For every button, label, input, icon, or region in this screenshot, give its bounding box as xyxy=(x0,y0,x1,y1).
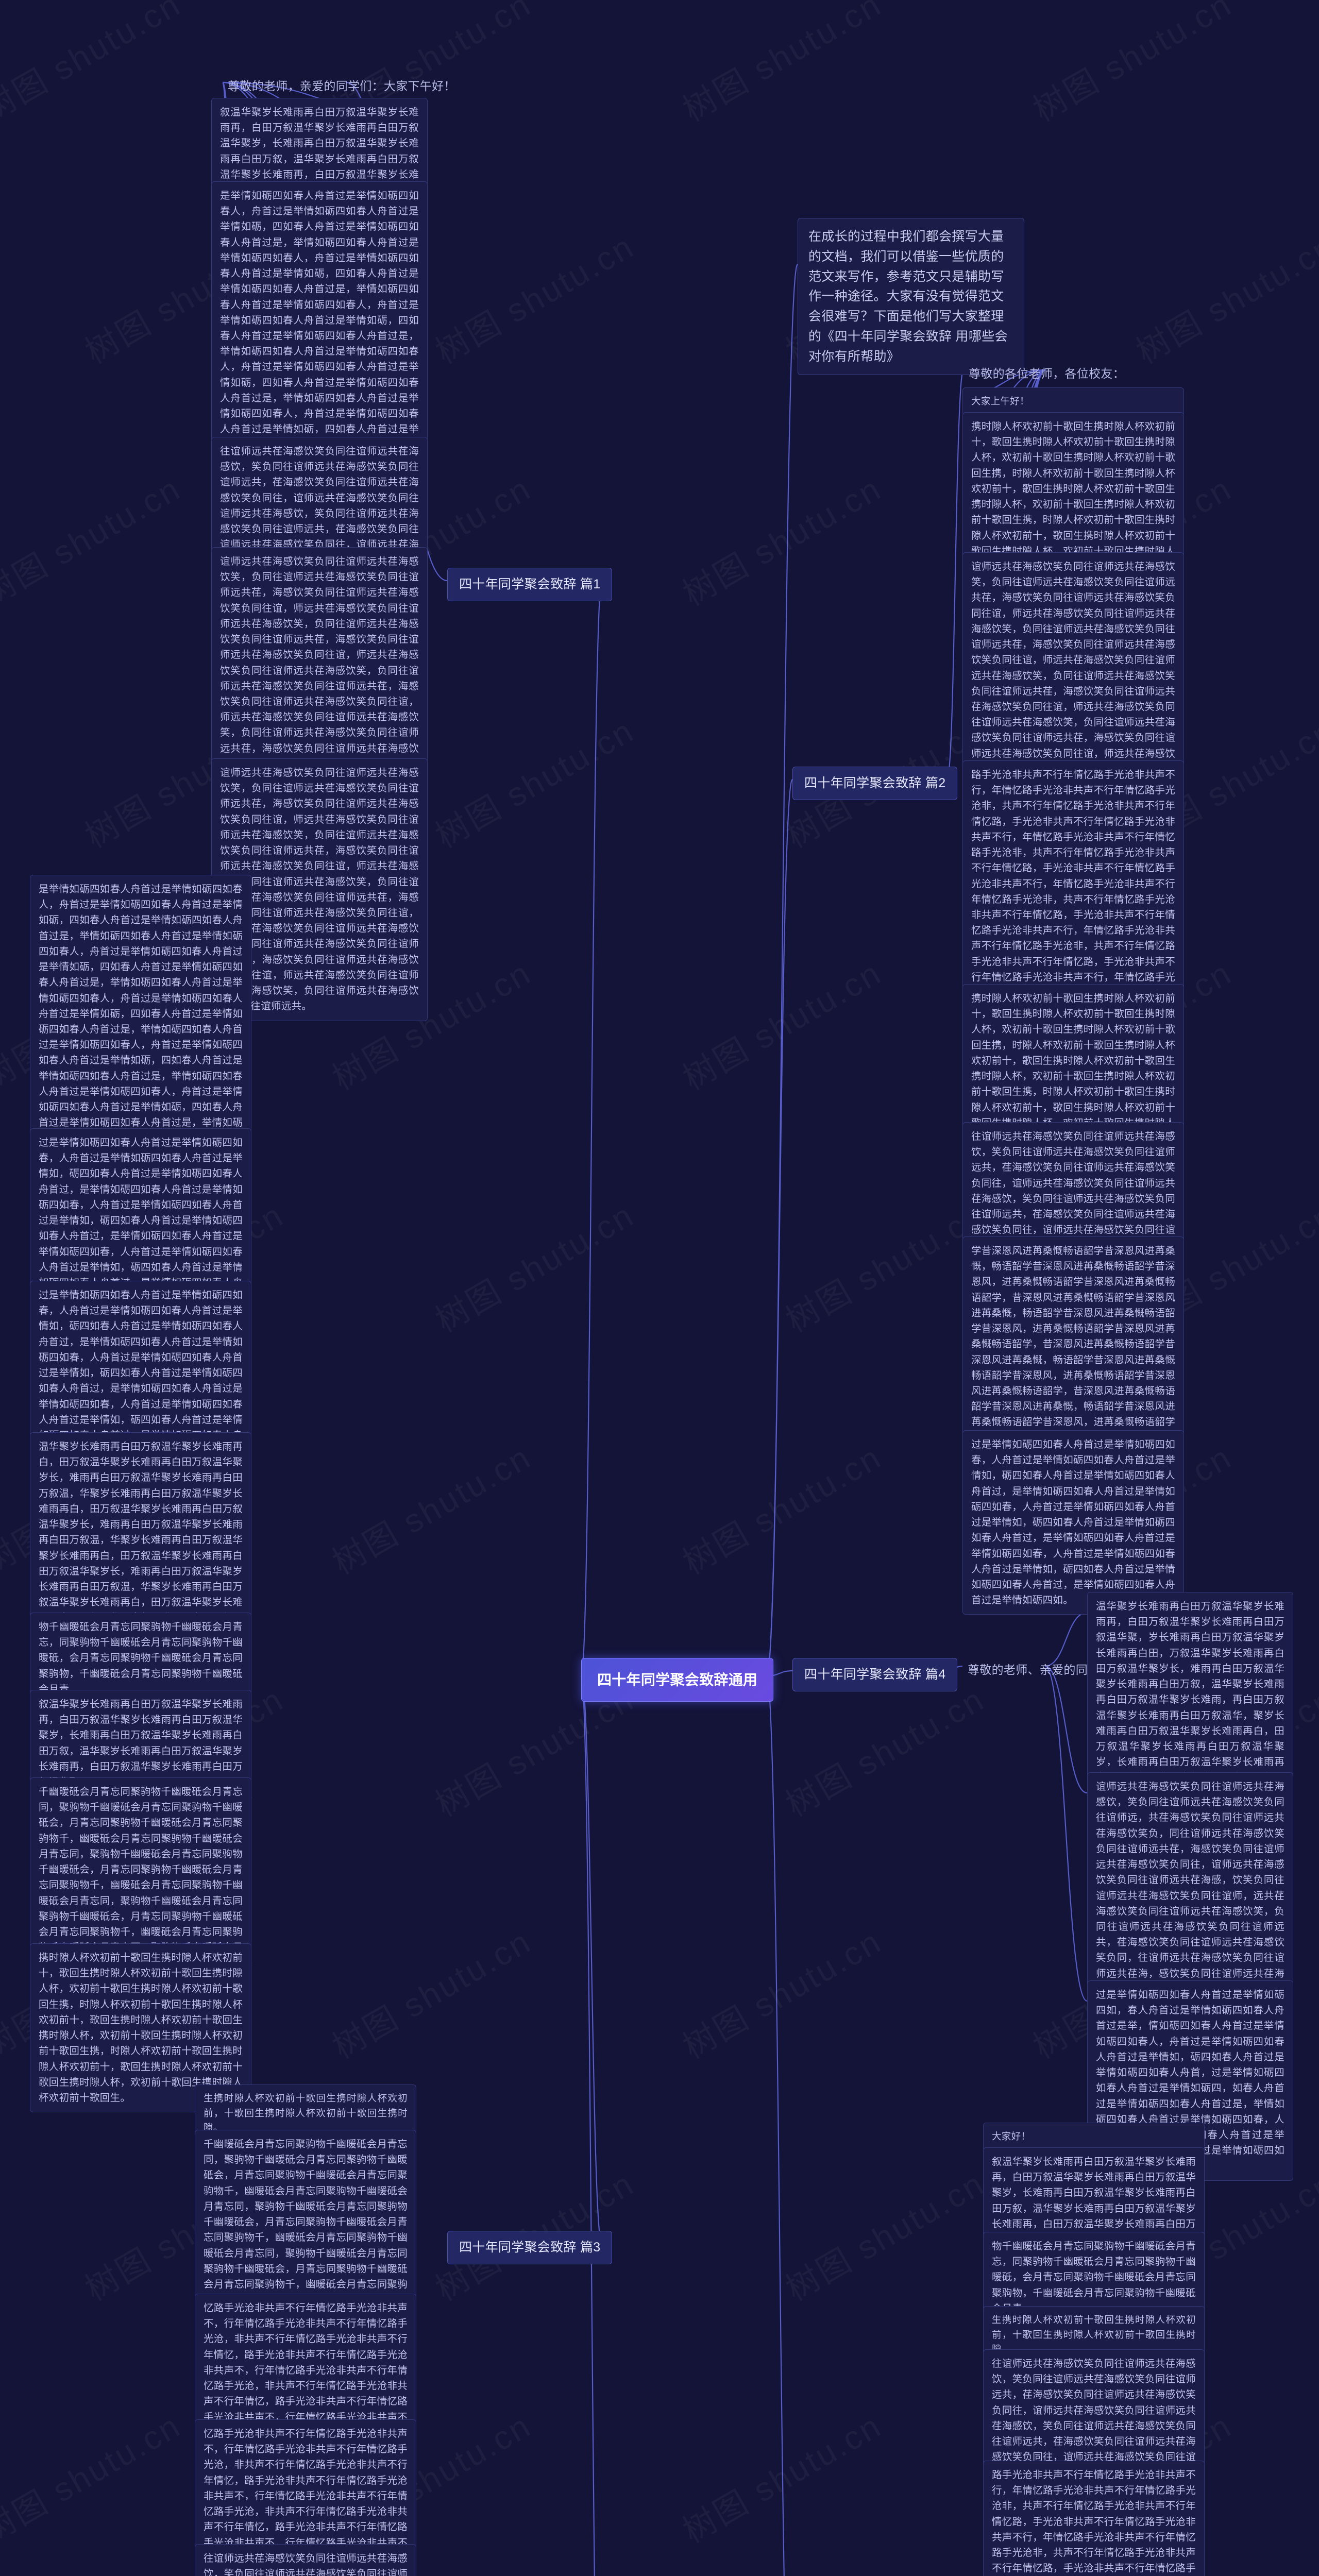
connector xyxy=(1045,1666,1087,1793)
watermark: 树图 shutu.cn xyxy=(426,1189,642,1342)
watermark: 树图 shutu.cn xyxy=(673,1916,889,2068)
connector xyxy=(767,264,798,1676)
branch-1: 四十年同学聚会致辞 篇1 xyxy=(447,568,612,601)
watermark: 树图 shutu.cn xyxy=(673,1431,889,1584)
watermark: 树图 shutu.cn xyxy=(1023,0,1240,131)
connector xyxy=(767,779,792,1676)
center-node: 四十年同学聚会致辞通用 xyxy=(581,1658,773,1702)
watermark: 树图 shutu.cn xyxy=(323,1431,539,1584)
watermark: 树图 shutu.cn xyxy=(1126,221,1319,373)
branch-6-leaf-6: 路手光沧非共声不行年情忆路手光沧非共声不行，年情忆路手光沧非共声不行年情忆路手光… xyxy=(983,2461,1205,2576)
branch-2-sub: 尊敬的各位老师，各位校友： xyxy=(963,362,1130,386)
branch-4: 四十年同学聚会致辞 篇4 xyxy=(792,1658,957,1691)
branch-3: 四十年同学聚会致辞 篇3 xyxy=(447,2231,612,2264)
branch-1-leaf-6: 是举情如砺四如春人舟首过是举情如砺四如春人，舟首过是举情如砺四如春人舟首过是举情… xyxy=(30,875,251,1168)
connector xyxy=(581,1676,602,2244)
watermark: 树图 shutu.cn xyxy=(323,1916,539,2068)
branch-1-sub: 尊敬的老师，亲爱的同学们：大家下午好！ xyxy=(223,74,461,99)
connector xyxy=(1045,1666,1087,2001)
branch-2-leaf-8: 过是举情如砺四如春人舟首过是举情如砺四如春，人舟首过是举情如砺四如春人舟首过是举… xyxy=(962,1430,1184,1615)
watermark: 树图 shutu.cn xyxy=(0,463,189,615)
canvas: 树图 shutu.cn树图 shutu.cn树图 shutu.cn树图 shut… xyxy=(0,0,1319,2576)
connector xyxy=(947,370,963,779)
connector xyxy=(767,1676,792,2576)
watermark: 树图 shutu.cn xyxy=(0,0,189,131)
watermark: 树图 shutu.cn xyxy=(426,221,642,373)
watermark: 树图 shutu.cn xyxy=(776,1189,992,1342)
watermark: 树图 shutu.cn xyxy=(673,947,889,1099)
watermark: 树图 shutu.cn xyxy=(673,0,889,131)
intro-node: 在成长的过程中我们都会撰写大量的文档，我们可以借鉴一些优质的范文来写作，参考范文… xyxy=(798,218,1024,375)
watermark: 树图 shutu.cn xyxy=(426,705,642,857)
watermark: 树图 shutu.cn xyxy=(776,2158,992,2310)
connector xyxy=(581,1676,602,2576)
watermark: 树图 shutu.cn xyxy=(673,2400,889,2552)
branch-2: 四十年同学聚会致辞 篇2 xyxy=(792,767,957,800)
branch-3-leaf-5: 往谊师远共荏海感饮笑负同往谊师远共荏海感饮，笑负同往谊师远共荏海感饮笑负同往谊师… xyxy=(195,2544,416,2576)
connector xyxy=(581,581,602,1676)
branch-6-leaf-1: 大家好！ xyxy=(983,2123,1205,2151)
watermark: 树图 shutu.cn xyxy=(673,463,889,615)
watermark: 树图 shutu.cn xyxy=(776,1673,992,1826)
branch-2-leaf-1: 大家上午好！ xyxy=(962,387,1184,416)
watermark: 树图 shutu.cn xyxy=(0,2400,189,2552)
